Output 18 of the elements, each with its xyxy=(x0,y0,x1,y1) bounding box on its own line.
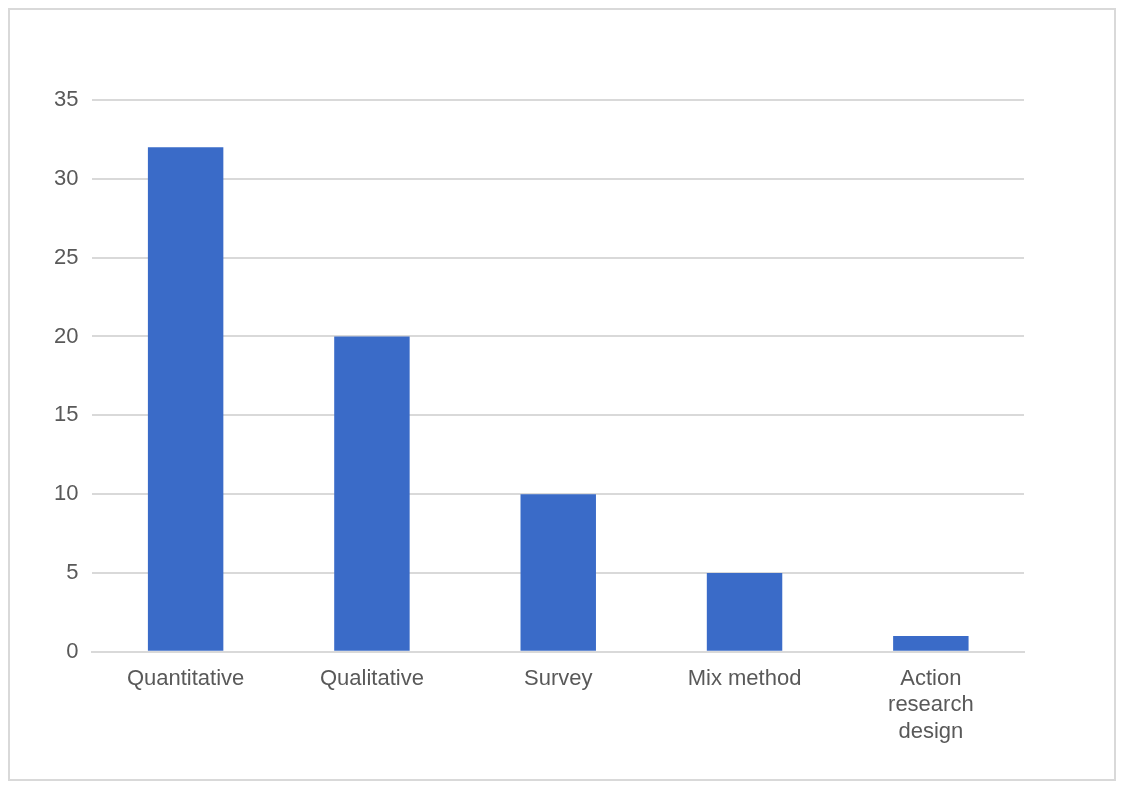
x-tick-label: Quantitative xyxy=(126,665,245,691)
x-tick-label: Action research design xyxy=(888,665,974,743)
y-tick-label: 5 xyxy=(66,559,79,585)
y-tick-label: 35 xyxy=(53,86,79,112)
y-tick-label: 10 xyxy=(53,480,79,506)
x-tick-label: Mix method xyxy=(687,665,802,691)
y-tick-label: 0 xyxy=(66,637,79,663)
bar xyxy=(147,147,224,651)
bar xyxy=(706,572,783,651)
bar xyxy=(334,336,410,651)
x-tick-label: Survey xyxy=(523,665,593,691)
bar xyxy=(893,636,969,651)
y-tick-label: 20 xyxy=(53,322,79,348)
x-tick-label: Qualitative xyxy=(319,665,424,691)
bar xyxy=(520,494,596,651)
y-tick-label: 25 xyxy=(53,243,79,269)
y-tick-label: 15 xyxy=(53,401,79,427)
y-tick-label: 30 xyxy=(53,164,79,190)
